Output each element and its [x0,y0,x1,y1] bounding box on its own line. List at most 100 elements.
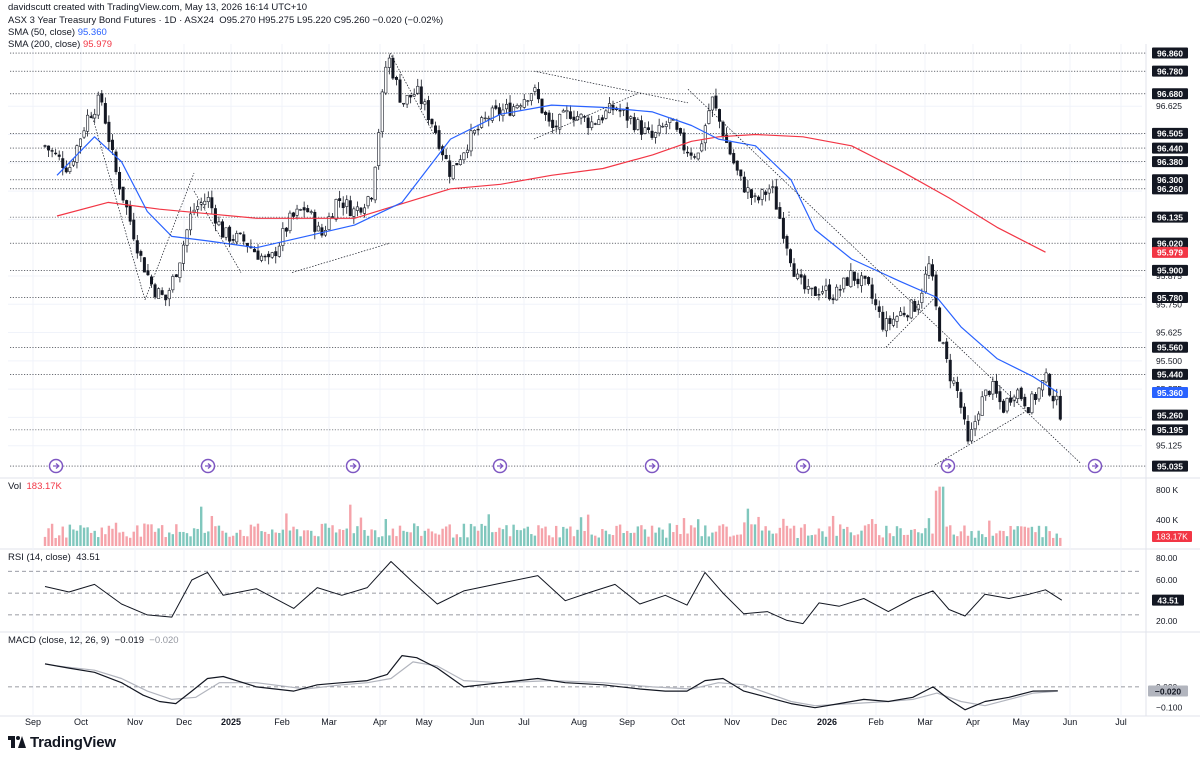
candle-body [877,306,881,312]
candle-body [682,132,686,151]
volume-bar [551,537,554,546]
rsi-line [44,561,1063,625]
volume-bar [807,535,810,546]
candle-body [529,93,533,101]
candle-body [394,77,398,80]
volume-bar [299,536,302,546]
candle-body [813,286,817,296]
price-axis-tick: 95.125 [1156,441,1182,451]
candle-body [852,271,856,281]
candle-body [678,128,682,134]
candle-body [86,114,90,132]
candle-body [64,167,68,173]
volume-bar [721,524,725,546]
volume-bar [650,525,654,546]
volume-bar [217,525,221,546]
rsi-badge [1152,594,1184,606]
volume-bar [775,533,778,546]
candle-body [132,219,136,240]
trendline [90,111,146,300]
volume-bar [583,530,586,546]
volume-bar [636,526,640,546]
candle-body [810,287,814,290]
candle-body [490,107,494,121]
candle-body [906,315,910,318]
candlesticks [43,54,1062,445]
volume-bar [757,516,760,546]
volume-bar [927,518,931,546]
volume-bar [473,526,476,546]
candle-body [881,311,885,330]
volume-bar [835,535,838,546]
candle-body [948,359,952,382]
macd-badge-label: −0.020 [1155,686,1182,696]
volume-bar [175,524,178,546]
volume-bar [455,534,458,546]
candle-body [402,102,406,105]
volume-bar [860,530,863,546]
price-axis-tick: 95.625 [1156,328,1182,338]
volume-bar [1034,532,1037,546]
volume-axis-tick: 400 K [1156,515,1179,525]
volume-bar [973,537,977,546]
candle-body [110,139,114,151]
candle-body [920,292,924,303]
candle-body [721,121,725,138]
candle-body [820,291,824,294]
candle-body [380,91,384,133]
candle-body [575,116,579,121]
volume-bar [420,535,423,546]
candle-body [824,285,828,291]
candle-body [884,318,888,332]
volume-bar [345,528,348,546]
volume-bar [363,530,366,546]
candle-body [593,123,597,125]
rsi-label: RSI (14, close) [8,552,71,563]
volume-bar [508,536,512,546]
volume-bar [214,526,217,546]
volume-bar [906,534,909,546]
price-level-tag [1152,368,1188,380]
candle-body [540,98,544,114]
rsi-panel [8,561,1142,625]
candle-body [767,188,771,194]
volume-bar [892,536,895,546]
candle-body [267,253,271,258]
volume-bar [338,529,341,546]
volume-bar [253,526,256,546]
volume-bar [246,536,249,546]
volume-bar [629,532,632,546]
volume-bar [608,534,611,546]
candle-body [366,196,370,207]
candle-body [288,212,292,232]
candle-body [547,112,551,122]
volume-bar [1037,525,1041,546]
volume-bar [480,523,483,546]
volume-bar [317,536,320,546]
volume-bar [920,533,924,546]
time-axis-label: Jun [1063,717,1078,727]
volume-bar [849,532,853,546]
last-badge [1152,409,1188,421]
price-level-tag [1152,127,1188,139]
volume-bar [863,525,867,546]
volume-bar [267,533,270,546]
volume-bar [902,534,906,546]
candle-body [384,66,388,94]
candle-body [749,189,753,198]
volume-bar [1030,526,1034,546]
volume-bar [484,525,487,546]
candle-body [444,155,448,159]
candle-body [980,396,984,416]
candle-body [636,119,640,130]
candle-body [788,249,792,264]
candle-body [107,121,111,143]
candle-body [405,95,409,105]
volume-bar [878,535,881,546]
candle-body [469,130,473,152]
macd-label: MACD (close, 12, 26, 9) [8,635,110,646]
volume-bar [82,527,86,546]
candle-body [732,153,736,164]
volume-bar [526,526,529,546]
volume-bar [366,535,370,546]
